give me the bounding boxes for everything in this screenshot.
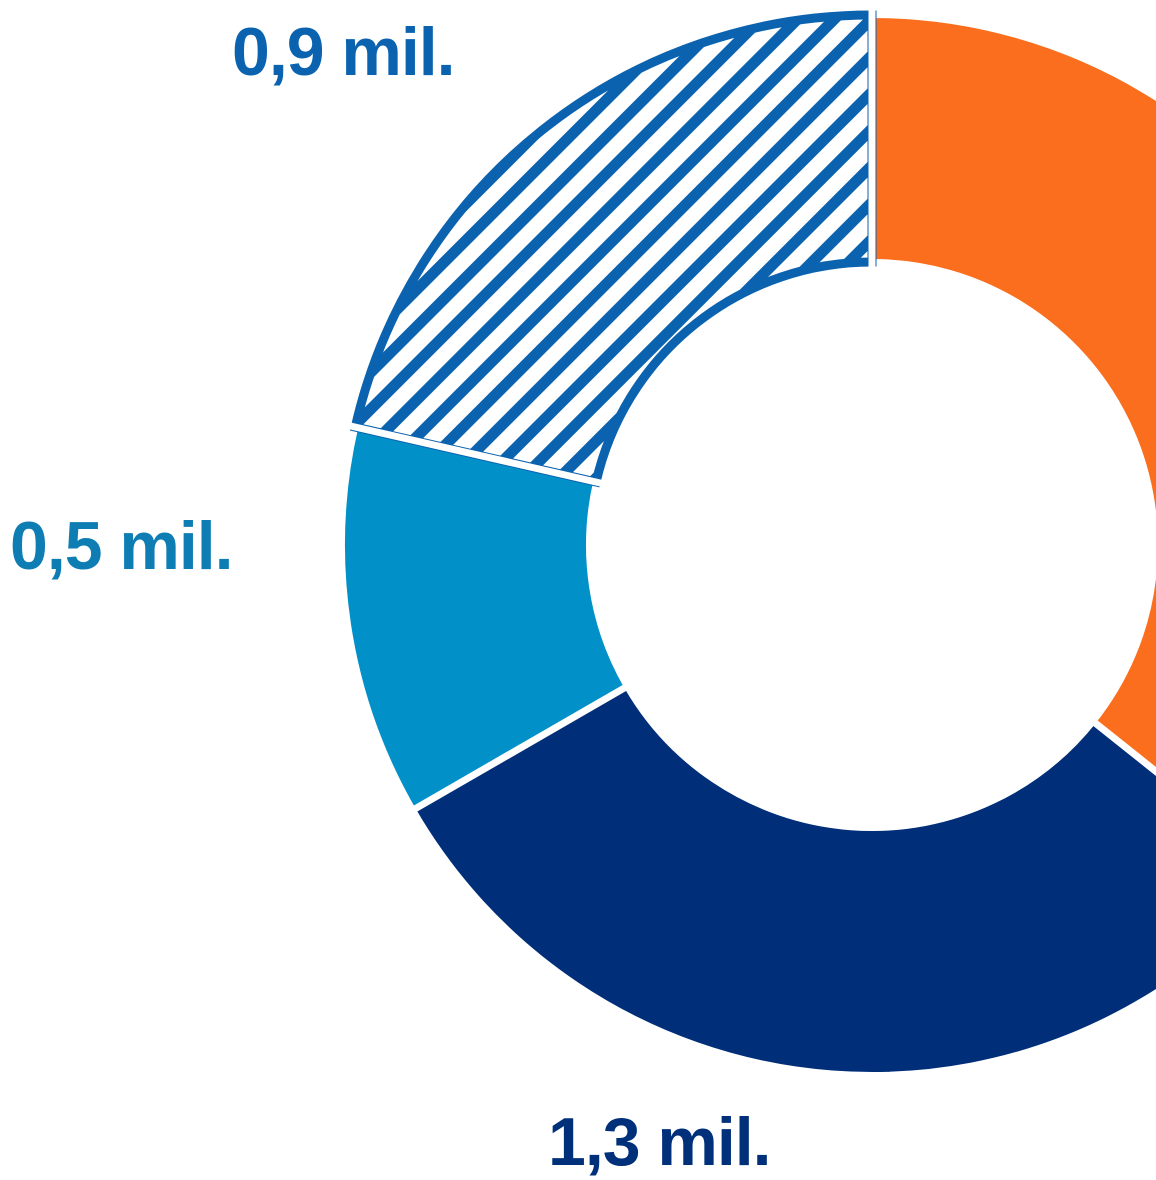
donut-slice-2 [339, 423, 632, 815]
slice-separator-3 [348, 422, 603, 487]
slice-separator-1 [1086, 714, 1156, 776]
slice-label-0-9: 0,9 mil. [232, 14, 456, 90]
chart-stage: 0,9 mil. 0,5 mil. 1,3 mil. [10, 9, 1156, 1176]
slice-separator-2 [406, 680, 634, 817]
donut-chart [339, 9, 1156, 1078]
donut-slices [339, 9, 1156, 1078]
donut-slice-3 [349, 10, 877, 488]
donut-slice-1 [408, 682, 1156, 1078]
slice-label-0-5: 0,5 mil. [10, 508, 234, 584]
slice-label-1-3: 1,3 mil. [548, 1104, 772, 1180]
donut-slice-0 [869, 11, 1156, 776]
